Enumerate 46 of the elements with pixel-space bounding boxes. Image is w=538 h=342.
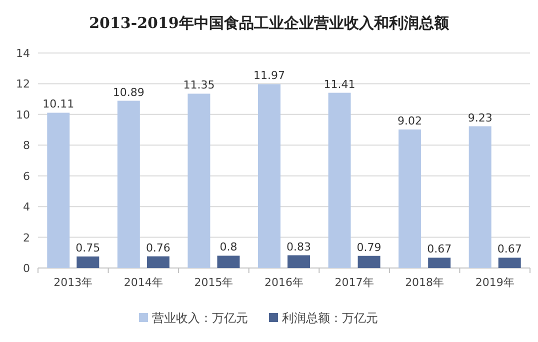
data-label: 11.41	[324, 78, 356, 91]
y-tick-label: 14	[16, 47, 30, 60]
legend-label: 营业收入：万亿元	[152, 311, 248, 325]
y-tick-label: 6	[23, 170, 30, 183]
x-tick-label: 2019年	[475, 276, 514, 289]
data-label: 11.97	[253, 69, 285, 82]
data-label: 0.67	[497, 242, 522, 256]
bar	[498, 258, 521, 268]
bar	[76, 256, 100, 268]
data-label: 0.83	[286, 240, 312, 254]
bar	[288, 255, 310, 268]
data-label: 0.75	[76, 241, 100, 254]
y-tick-label: 10	[16, 108, 30, 122]
data-label: 0.67	[427, 242, 452, 256]
bar	[217, 256, 240, 268]
data-label: 9.02	[398, 114, 422, 128]
y-tick-label: 0	[23, 262, 30, 275]
y-tick-label: 4	[23, 200, 30, 214]
y-tick-label: 12	[16, 78, 30, 91]
bar	[47, 112, 70, 268]
bar	[328, 92, 351, 268]
data-label: 10.11	[42, 98, 74, 111]
data-label: 0.8	[220, 240, 238, 254]
bar	[468, 126, 492, 268]
data-label: 11.35	[183, 78, 215, 92]
x-tick-label: 2017年	[334, 276, 374, 289]
y-tick-label: 8	[23, 139, 30, 152]
y-tick-label: 2	[23, 231, 30, 244]
data-label: 0.79	[356, 240, 382, 254]
legend-label: 利润总额：万亿元	[282, 311, 378, 325]
x-tick-label: 2018年	[405, 276, 444, 289]
bar	[258, 84, 280, 268]
chart-title: 2013-2019年中国食品工业企业营业收入和利润总额	[89, 14, 450, 32]
bar	[188, 94, 210, 268]
x-tick-label: 2014年	[124, 276, 163, 289]
bar	[358, 256, 380, 268]
data-label: 0.76	[146, 241, 170, 254]
bar	[428, 258, 451, 268]
x-tick-label: 2013年	[54, 276, 93, 289]
x-tick-label: 2016年	[264, 276, 304, 289]
x-tick-label: 2015年	[194, 276, 234, 289]
data-label: 9.23	[468, 111, 492, 124]
data-label: 10.89	[112, 86, 144, 99]
bar	[146, 256, 170, 268]
bar	[117, 100, 140, 268]
bar	[398, 129, 422, 268]
